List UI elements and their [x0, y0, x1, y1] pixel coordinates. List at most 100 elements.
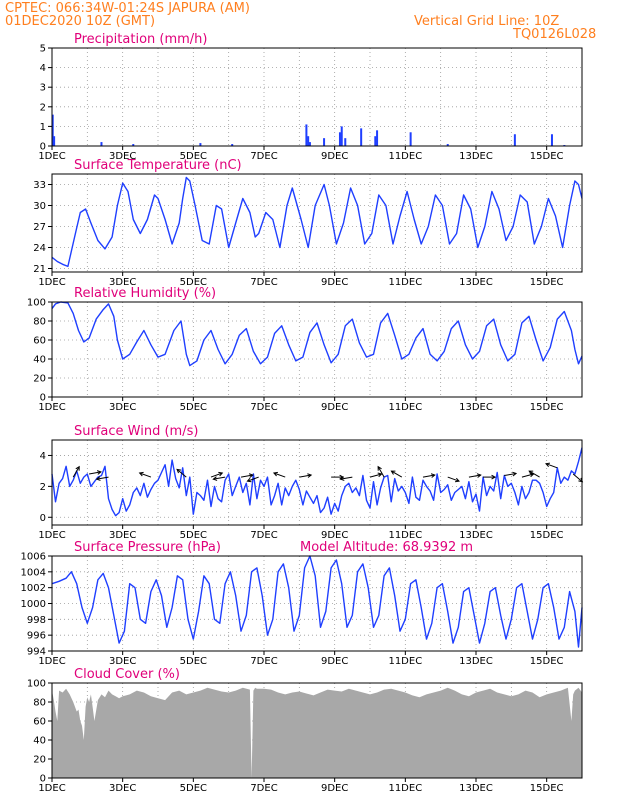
pressure-note: Model Altitude: 68.9392 m	[300, 540, 473, 555]
cloud-panel: 0 20 40 60 80 100 1DEC 3DEC 5DEC 7DEC 9DEC 11DEC 13D…	[27, 667, 583, 794]
wind-arrow	[299, 473, 313, 478]
x-tick-label: 15DEC	[530, 656, 564, 667]
y-tick-label: 998	[27, 615, 46, 626]
x-tick-label: 15DEC	[530, 783, 564, 794]
wind-arrow	[72, 465, 80, 478]
cloud-frame	[51, 682, 583, 779]
y-tick-label: 60	[33, 336, 46, 347]
wind-arrow	[95, 476, 109, 481]
y-tick-label: 30	[33, 201, 46, 212]
precip-bar	[132, 144, 135, 146]
x-tick-label: 1DEC	[38, 151, 65, 162]
x-tick-label: 13DEC	[459, 151, 493, 162]
y-tick-label: 80	[33, 698, 46, 709]
temp-title: Surface Temperature (nC)	[74, 158, 242, 173]
wind-arrow	[138, 471, 152, 478]
x-tick-label: 9DEC	[321, 402, 348, 413]
x-tick-label: 5DEC	[180, 151, 207, 162]
precip-bar	[446, 144, 449, 146]
precip-bar	[308, 142, 311, 146]
wind-arrow	[422, 473, 436, 478]
wind-arrow	[212, 476, 226, 481]
y-tick-label: 3	[40, 83, 46, 94]
x-tick-label: 5DEC	[180, 402, 207, 413]
wind-arrow	[390, 470, 403, 478]
y-tick-label: 4	[40, 63, 46, 74]
y-tick-label: 0	[40, 513, 46, 524]
x-tick-label: 13DEC	[459, 783, 493, 794]
precip-bar	[338, 132, 341, 146]
x-tick-label: 5DEC	[180, 656, 207, 667]
wind-title: Surface Wind (m/s)	[74, 424, 198, 439]
y-tick-label: 1006	[21, 552, 46, 563]
wind-arrow	[339, 476, 353, 481]
temp-frame	[51, 173, 583, 273]
precip-bar	[409, 132, 412, 146]
x-tick-label: 15DEC	[530, 530, 564, 541]
header-grid-note: Vertical Grid Line: 10Z	[414, 14, 560, 29]
y-tick-label: 2	[40, 102, 46, 113]
y-tick-label: 100	[27, 298, 46, 309]
wind-arrow	[369, 472, 383, 478]
precip-bar	[305, 124, 308, 146]
rh-title: Relative Humidity (%)	[74, 286, 216, 301]
y-tick-label: 27	[33, 222, 46, 233]
y-tick-label: 40	[33, 355, 46, 366]
cloud-cover-area	[52, 687, 582, 778]
wind-arrow	[89, 470, 102, 475]
x-tick-label: 7DEC	[250, 530, 277, 541]
wind-arrow	[528, 470, 540, 478]
x-tick-label: 7DEC	[250, 402, 277, 413]
x-tick-label: 7DEC	[250, 151, 277, 162]
y-tick-label: 100	[27, 679, 46, 690]
y-tick-label: 1	[40, 122, 46, 133]
x-tick-label: 11DEC	[388, 656, 422, 667]
x-tick-label: 11DEC	[388, 402, 422, 413]
x-tick-label: 1DEC	[38, 783, 65, 794]
y-tick-label: 994	[27, 647, 46, 658]
y-tick-label: 20	[33, 374, 46, 385]
y-tick-label: 40	[33, 736, 46, 747]
y-tick-label: 24	[33, 243, 46, 254]
precip-panel: 0 1 2 3 4 5 1DEC 3DEC 5DEC 7DEC 9DEC 11DEC 13DEC 15DE…	[38, 32, 583, 162]
y-tick-label: 996	[27, 631, 46, 642]
wind-arrow	[572, 473, 584, 483]
precip-title: Precipitation (mm/h)	[74, 32, 207, 47]
x-tick-label: 3DEC	[109, 151, 136, 162]
x-tick-label: 3DEC	[109, 656, 136, 667]
wind-arrow	[176, 468, 187, 478]
x-tick-label: 13DEC	[459, 277, 493, 288]
header-code: TQ0126L028	[513, 27, 597, 42]
header-datetime: 01DEC2020 10Z (GMT)	[5, 14, 156, 29]
y-tick-label: 60	[33, 717, 46, 728]
wind-arrow	[240, 473, 254, 478]
precip-bar	[53, 136, 56, 146]
pressure-panel: 994 996 998 1000 1002 1004 1006 1DEC 3DEC 5DEC 7DE…	[21, 540, 583, 667]
y-tick-label: 4	[40, 451, 46, 462]
wind-arrow	[468, 473, 482, 478]
y-tick-label: 0	[40, 142, 46, 153]
wind-arrow	[504, 471, 518, 477]
precip-bar	[374, 136, 377, 146]
wind-arrow	[521, 472, 535, 478]
y-tick-label: 33	[33, 180, 46, 191]
precip-bar	[307, 136, 310, 146]
x-tick-label: 11DEC	[388, 151, 422, 162]
wind-frame	[51, 439, 583, 526]
x-tick-label: 11DEC	[388, 783, 422, 794]
x-tick-label: 15DEC	[530, 151, 564, 162]
y-tick-label: 0	[40, 393, 46, 404]
x-tick-label: 11DEC	[388, 530, 422, 541]
x-tick-label: 9DEC	[321, 530, 348, 541]
pressure-title: Surface Pressure (hPa)	[74, 540, 221, 555]
y-tick-label: 1000	[21, 599, 46, 610]
rh-panel: 0 20 40 60 80 100 1DEC 3DEC 5DEC 7DEC 9DEC 11DEC 13D…	[27, 286, 583, 413]
precip-bar	[344, 138, 347, 146]
temp-series-line	[51, 176, 583, 268]
rh-series-line	[51, 301, 583, 367]
x-tick-label: 9DEC	[321, 656, 348, 667]
wind-series-line	[51, 447, 583, 517]
x-tick-label: 15DEC	[530, 402, 564, 413]
temp-panel: 21 24 27 30 33 1DEC 3DEC 5DEC 7DEC 9DEC 11DEC 13DEC…	[33, 158, 583, 288]
